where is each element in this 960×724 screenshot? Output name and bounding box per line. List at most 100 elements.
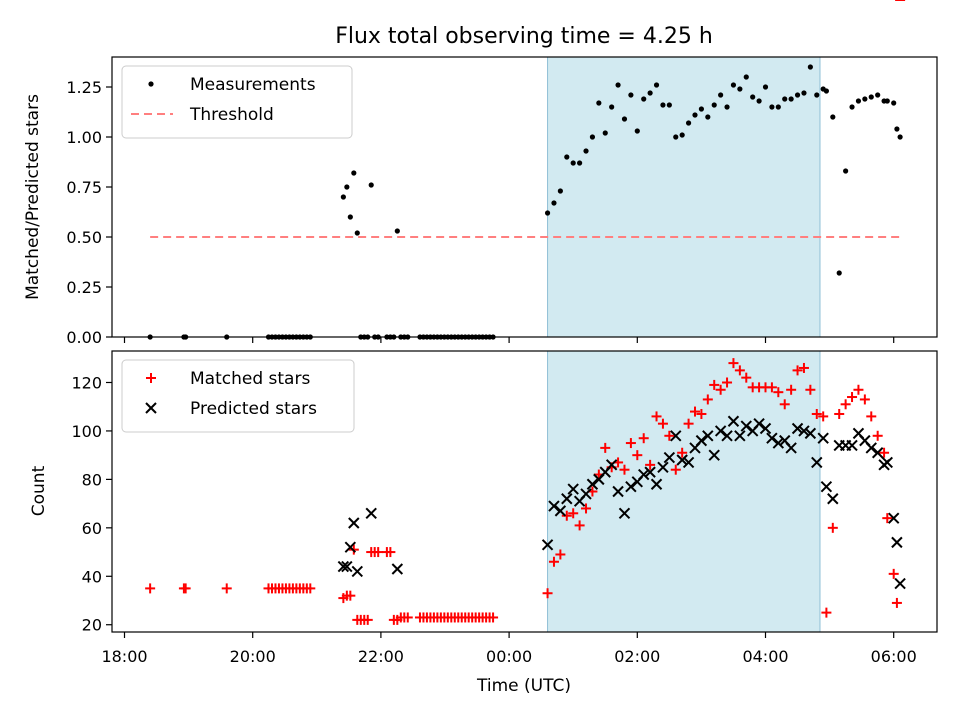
- predicted-star-point: [663, 451, 676, 464]
- chart-title: Flux total observing time = 4.25 h: [335, 24, 713, 49]
- predicted-star-stroke-b: [727, 415, 740, 427]
- predicted-star-point: [548, 500, 560, 512]
- predicted-star-stroke-b: [791, 422, 804, 435]
- measurement-point: [634, 128, 640, 134]
- predicted-star-stroke-b: [859, 434, 871, 447]
- matched-star-point: [664, 430, 675, 441]
- predicted-star-point: [785, 442, 797, 454]
- predicted-star-point: [337, 560, 350, 573]
- predicted-star-point: [894, 577, 906, 590]
- matched-star-point: [568, 508, 579, 519]
- matched-star-point: [847, 392, 858, 403]
- predicted-star-point: [625, 480, 637, 493]
- predicted-star-stroke-b: [670, 430, 682, 442]
- matched-star-point: [866, 411, 877, 422]
- predicted-star-point: [846, 439, 858, 452]
- y-tick-label: 120: [71, 373, 102, 392]
- predicted-star-stroke-b: [676, 454, 688, 466]
- measurement-point: [830, 114, 836, 120]
- predicted-star-point: [804, 427, 817, 440]
- matched-star-point: [305, 583, 316, 594]
- predicted-star-point: [365, 507, 377, 520]
- measurement-point: [660, 102, 666, 108]
- measurement-point: [347, 214, 353, 220]
- matched-star-point: [859, 394, 870, 405]
- predicted-star-stroke-b: [644, 466, 656, 478]
- matched-star-point: [834, 408, 845, 419]
- measurement-point: [737, 86, 743, 92]
- matched-star-point: [670, 464, 681, 475]
- measurement-point: [344, 184, 350, 190]
- matched-star-point: [677, 447, 688, 458]
- predicted-star-stroke-b: [341, 560, 353, 573]
- measurement-point: [557, 188, 563, 194]
- predicted-star-stroke-b: [881, 456, 893, 469]
- measurement-point: [807, 64, 813, 70]
- predicted-star-point: [670, 430, 682, 442]
- measurement-point: [775, 104, 781, 110]
- predicted-star-stroke-b: [580, 488, 592, 500]
- measurement-point: [843, 168, 849, 174]
- predicted-star-stroke-b: [650, 478, 663, 490]
- x-tick-label: 06:00: [871, 647, 917, 666]
- predicted-star-stroke-b: [827, 493, 839, 505]
- measurement-point: [570, 160, 576, 166]
- predicted-star-stroke-b: [798, 425, 810, 437]
- predicted-star-stroke-b: [804, 427, 817, 440]
- predicted-star-stroke-b: [618, 507, 631, 520]
- predicted-star-stroke-b: [714, 425, 727, 437]
- measurement-point: [855, 98, 862, 104]
- matched-star-point: [872, 430, 883, 441]
- predicted-star-stroke-b: [785, 442, 797, 454]
- matched-star-point: [638, 433, 649, 444]
- measurement-point: [340, 194, 346, 200]
- predicted-star-stroke-b: [702, 430, 714, 442]
- measurement-point: [564, 154, 570, 160]
- predicted-star-point: [650, 478, 663, 490]
- predicted-star-point: [827, 493, 839, 505]
- matched-star-point: [882, 513, 893, 524]
- measurement-point: [762, 84, 769, 90]
- matched-star-point: [221, 583, 232, 594]
- measurement-point: [801, 90, 807, 96]
- y-tick-label: 60: [82, 519, 102, 538]
- axes-frame: [111, 56, 938, 338]
- predicted-star-stroke-b: [894, 577, 906, 590]
- matched-star-point: [879, 447, 890, 458]
- predicted-star-stroke-b: [561, 493, 573, 505]
- matched-star-point: [840, 399, 851, 410]
- predicted-star-stroke-b: [721, 430, 733, 442]
- matched-star-point: [786, 384, 797, 395]
- matched-star-point: [362, 614, 373, 625]
- y-tick-label: 0.75: [66, 178, 102, 197]
- predicted-star-stroke-b: [759, 422, 772, 435]
- predicted-star-point: [721, 430, 733, 442]
- predicted-star-stroke-b: [605, 459, 618, 471]
- matched-star-point: [548, 556, 559, 567]
- predicted-star-stroke-b: [344, 541, 357, 553]
- predicted-star-point: [772, 437, 785, 449]
- predicted-star-point: [817, 432, 829, 444]
- predicted-star-point: [561, 493, 573, 505]
- legend: Measurements Threshold: [121, 65, 353, 139]
- measurement-point: [897, 134, 903, 140]
- matched-star-point: [766, 382, 777, 393]
- matched-star-point: [619, 464, 630, 475]
- matched-star-point: [827, 522, 838, 533]
- x-axis-label: Time (UTC): [476, 676, 571, 696]
- predicted-star-point: [644, 466, 656, 478]
- measurement-point: [647, 90, 653, 96]
- measurement-point: [653, 82, 660, 88]
- predicted-star-stroke-b: [734, 430, 746, 442]
- measurement-point: [849, 104, 855, 110]
- predicted-star-stroke-b: [695, 434, 708, 447]
- measurement-point: [836, 270, 842, 276]
- legend-measurement-swatch: [148, 81, 154, 87]
- matched-star-point: [696, 408, 707, 419]
- measurement-point: [692, 112, 698, 118]
- matched-star-point: [891, 597, 902, 608]
- y-axis-label-top: Matched/Predicted stars: [23, 94, 43, 300]
- predicted-star-stroke-b: [779, 434, 791, 447]
- legend-label: Threshold: [189, 105, 274, 125]
- predicted-star-stroke-b: [337, 560, 350, 573]
